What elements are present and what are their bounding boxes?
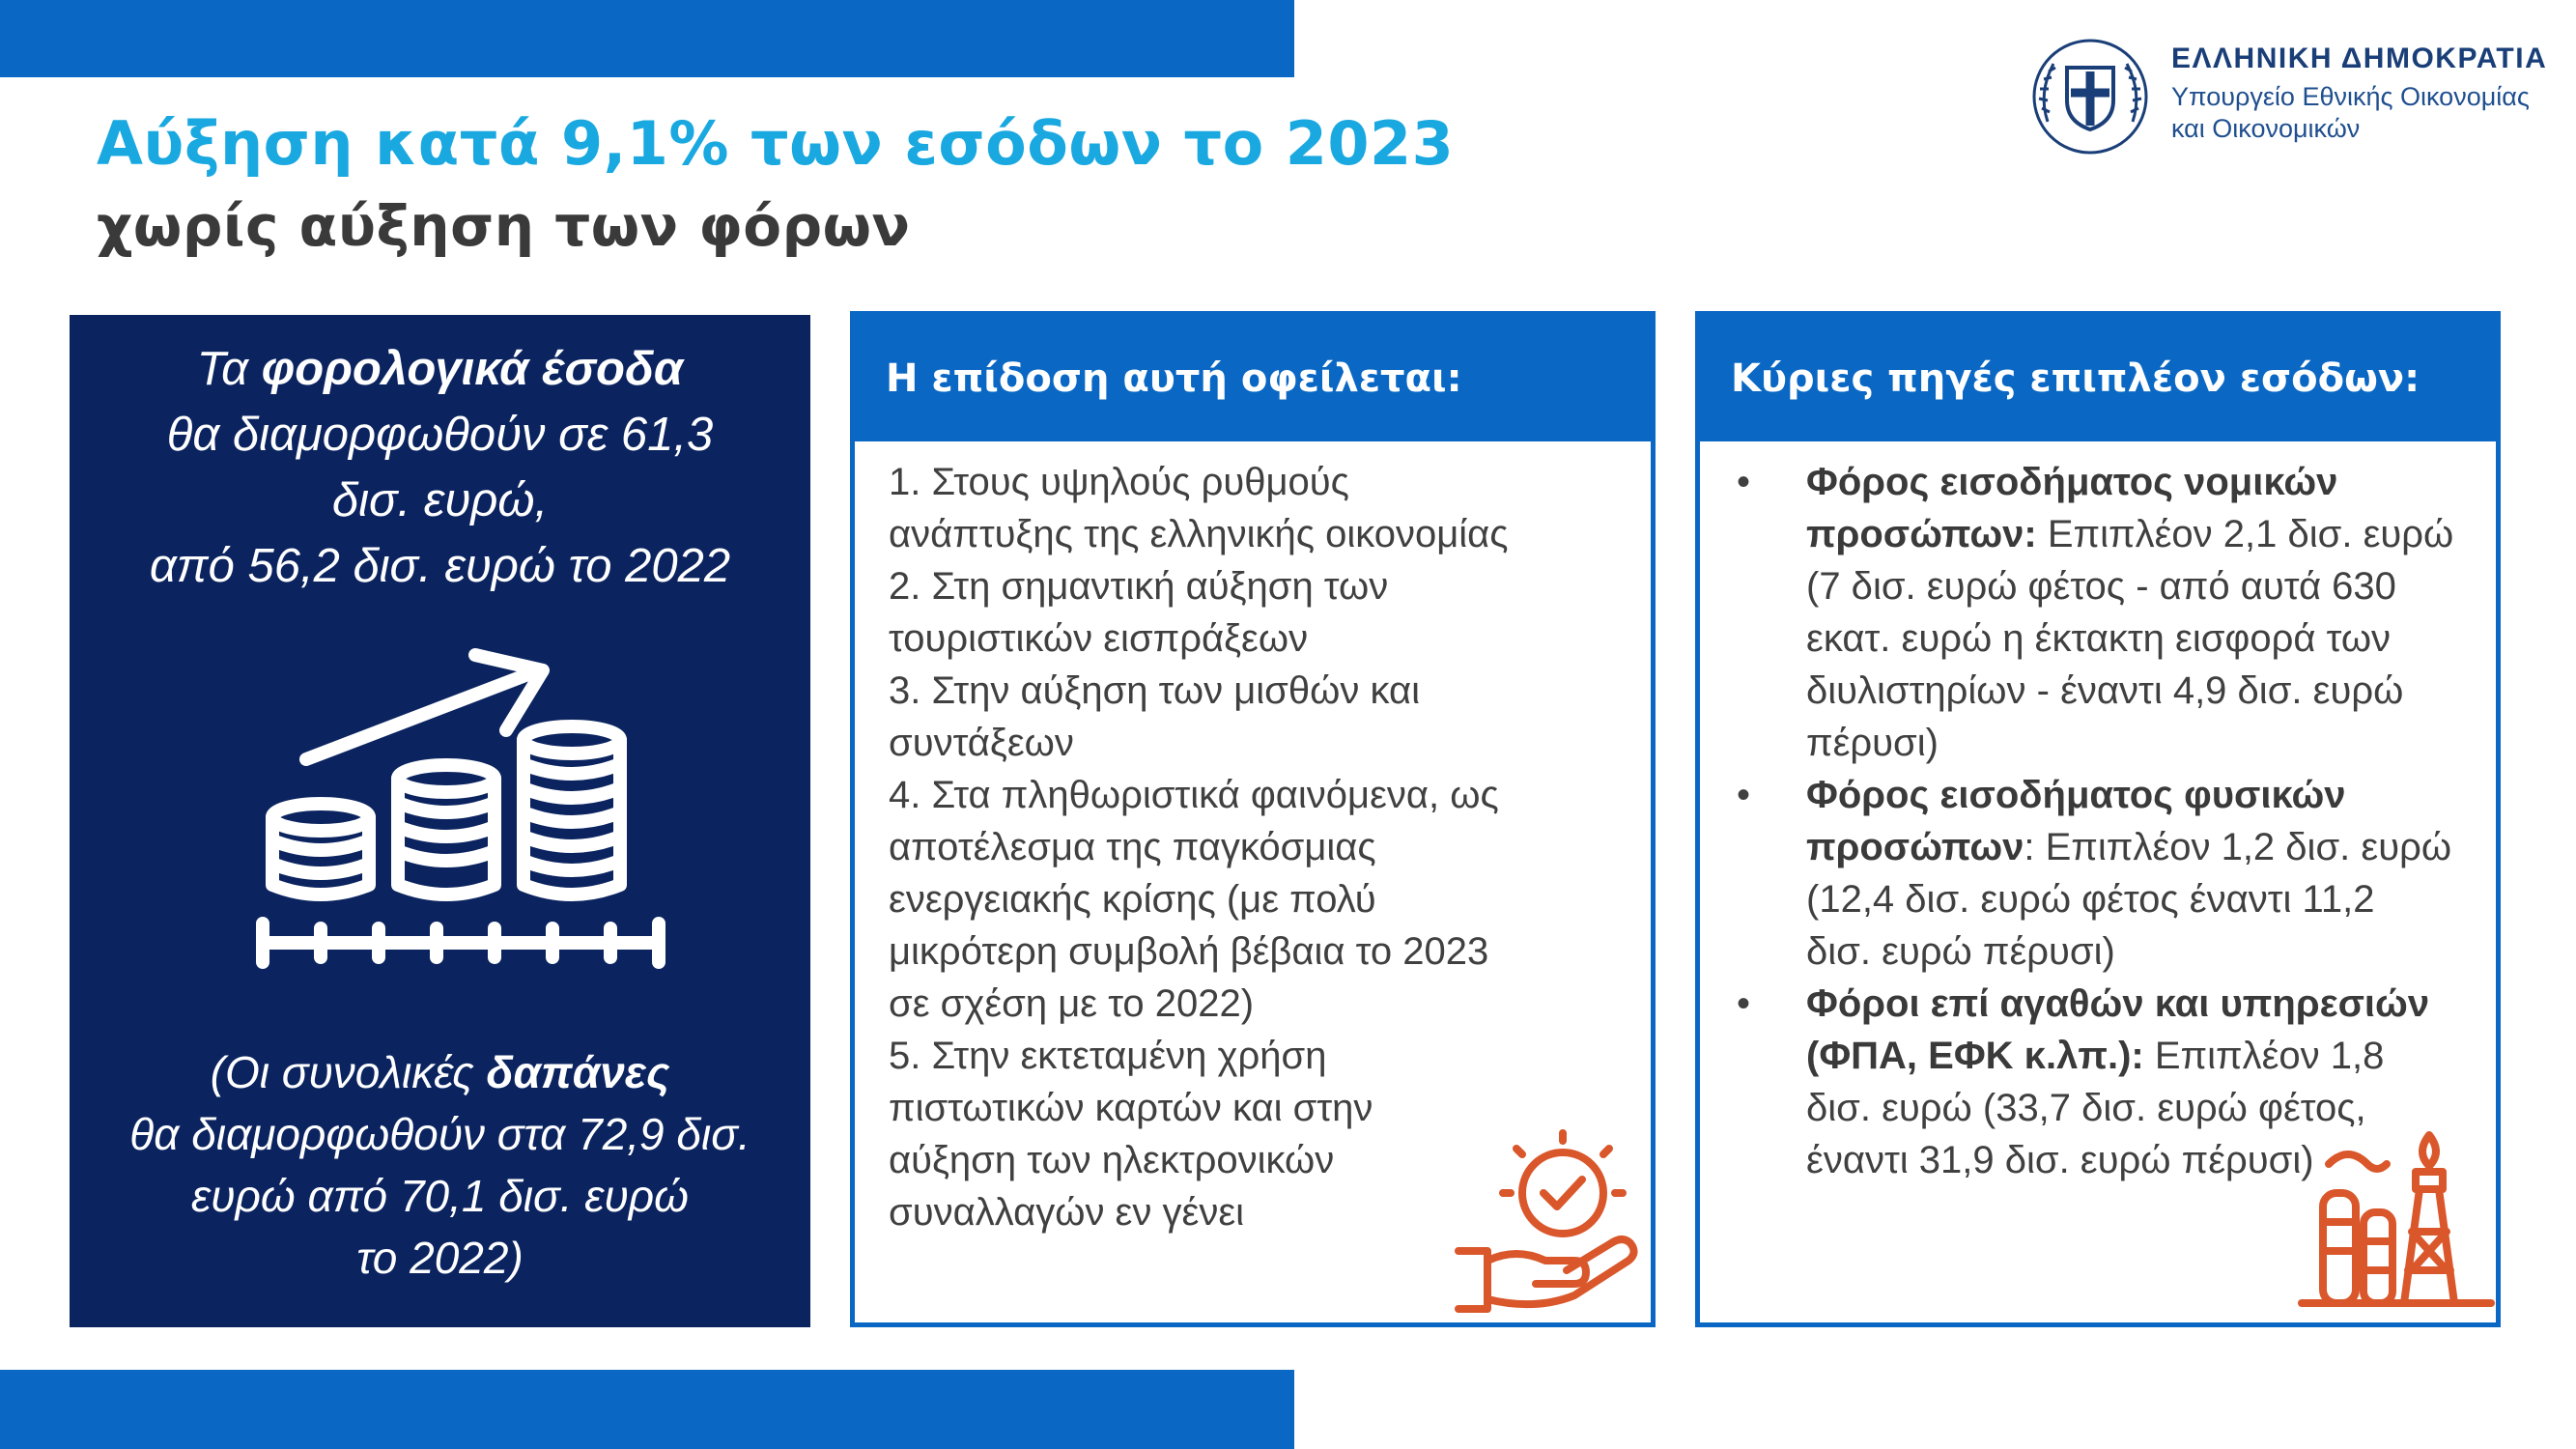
logo-sub-line1: Υπουργείο Εθνικής Οικονομίας	[2171, 82, 2530, 111]
list-item-line: 2. Στη σημαντική αύξηση των	[889, 565, 1389, 608]
tax-revenue-panel: Τα φορολογικά έσοδα θα διαμορφωθούν σε 6…	[70, 315, 810, 1327]
expenditure-bold: δαπάνες	[486, 1047, 670, 1097]
revenue-sources-list: • Φόρος εισοδήματος νομικών προσώπων: Επ…	[1729, 456, 2477, 1186]
summary-bold: φορολογικά έσοδα	[261, 343, 684, 395]
summary-line4: από 56,2 δισ. ευρώ το 2022	[149, 540, 731, 592]
list-item-line: πιστωτικών καρτών και στην	[889, 1087, 1373, 1129]
list-item-line: αποτέλεσμα της παγκόσμιας	[889, 826, 1376, 868]
list-item-line: 4. Στα πληθωριστικά φαινόμενα, ως	[889, 774, 1499, 816]
list-item-line: 1. Στους υψηλούς ρυθμούς	[889, 461, 1349, 503]
list-item-line: 3. Στην αύξηση των μισθών και	[889, 669, 1420, 712]
bullet: •	[1737, 774, 1751, 816]
expenditure-summary: (Οι συνολικές δαπάνες θα διαμορφωθούν στ…	[70, 1041, 810, 1289]
hand-checkmark-icon	[1455, 1129, 1638, 1313]
bottom-accent-bar	[0, 1370, 1294, 1449]
list-item: 5. Στην εκτεταμένη χρήση πιστωτικών καρτ…	[889, 1030, 1631, 1238]
expenditure-line3: ευρώ από 70,1 δισ. ευρώ	[191, 1171, 689, 1221]
list-item-line: συναλλαγών εν γένει	[889, 1191, 1245, 1234]
top-accent-bar	[0, 0, 1294, 77]
list-item-line: σε σχέση με το 2022)	[889, 982, 1255, 1025]
source-detail: πέρυσι)	[1806, 722, 1939, 764]
bullet: •	[1737, 461, 1751, 503]
rising-coins-icon	[256, 648, 665, 969]
source-title: προσώπων:	[1806, 513, 2037, 555]
source-detail: δισ. ευρώ πέρυσι)	[1806, 930, 2115, 973]
revenue-sources-heading: Κύριες πηγές επιπλέον εσόδων:	[1700, 316, 2496, 441]
source-detail: (12,4 δισ. ευρώ φέτος έναντι 11,2	[1806, 878, 2375, 921]
source-detail: εκατ. ευρώ η έκτακτη εισφορά των	[1806, 617, 2392, 660]
page-title: Αύξηση κατά 9,1% των εσόδων το 2023	[97, 108, 1455, 179]
source-title: Φόρος εισοδήματος φυσικών	[1806, 774, 2346, 816]
list-item: 2. Στη σημαντική αύξηση των τουριστικών …	[889, 560, 1631, 665]
expenditure-prefix: (Οι συνολικές	[210, 1047, 487, 1097]
refinery-icon	[2298, 1131, 2495, 1307]
list-item-line: τουριστικών εισπράξεων	[889, 617, 1309, 660]
bullet: •	[1737, 982, 1751, 1025]
ministry-logo: ΕΛΛΗΝΙΚΗ ΔΗΜΟΚΡΑΤΙΑ Υπουργείο Εθνικής Οι…	[2028, 35, 2560, 155]
source-detail: διυλιστηρίων - έναντι 4,9 δισ. ευρώ	[1806, 669, 2404, 712]
tax-revenue-summary: Τα φορολογικά έσοδα θα διαμορφωθούν σε 6…	[70, 336, 810, 599]
summary-line3: δισ. ευρώ,	[331, 474, 549, 526]
revenue-sources-panel: Κύριες πηγές επιπλέον εσόδων: • Φόρος ει…	[1695, 311, 2501, 1327]
summary-prefix: Τα	[196, 343, 262, 395]
summary-line2: θα διαμορφωθούν σε 61,3	[166, 409, 714, 461]
list-item-line: μικρότερη συμβολή βέβαια το 2023	[889, 930, 1489, 973]
reasons-list: 1. Στους υψηλούς ρυθμούς ανάπτυξης της ε…	[889, 456, 1631, 1238]
source-detail: : Επιπλέον 1,2 δισ. ευρώ	[2024, 826, 2452, 868]
list-item: 1. Στους υψηλούς ρυθμούς ανάπτυξης της ε…	[889, 456, 1631, 560]
logo-main-text: ΕΛΛΗΝΙΚΗ ΔΗΜΟΚΡΑΤΙΑ	[2171, 43, 2548, 74]
logo-sub-line2: και Οικονομικών	[2171, 114, 2361, 143]
list-item: 3. Στην αύξηση των μισθών και συντάξεων	[889, 665, 1631, 769]
list-item: • Φόροι επί αγαθών και υπηρεσιών (ΦΠΑ, Ε…	[1729, 978, 2477, 1186]
list-item: • Φόρος εισοδήματος φυσικών προσώπων: Επ…	[1729, 769, 2477, 978]
list-item-line: ανάπτυξης της ελληνικής οικονομίας	[889, 513, 1509, 555]
list-item-line: ενεργειακής κρίσης (με πολύ	[889, 878, 1376, 921]
source-detail: Επιπλέον 2,1 δισ. ευρώ	[2036, 513, 2454, 555]
list-item-line: αύξηση των ηλεκτρονικών	[889, 1139, 1335, 1181]
source-title: προσώπων	[1806, 826, 2024, 868]
page-subtitle: χωρίς αύξηση των φόρων	[97, 193, 911, 259]
reasons-heading: Η επίδοση αυτή οφείλεται:	[855, 316, 1651, 441]
source-title: Φόροι επί αγαθών και υπηρεσιών	[1806, 982, 2430, 1025]
list-item: • Φόρος εισοδήματος νομικών προσώπων: Επ…	[1729, 456, 2477, 769]
source-detail: έναντι 31,9 δισ. ευρώ πέρυσι)	[1806, 1139, 2314, 1181]
source-detail: δισ. ευρώ (33,7 δισ. ευρώ φέτος,	[1806, 1087, 2366, 1129]
greek-emblem-icon	[2032, 39, 2148, 155]
source-detail: (7 δισ. ευρώ φέτος - από αυτά 630	[1806, 565, 2396, 608]
list-item-line: συντάξεων	[889, 722, 1074, 764]
list-item-line: 5. Στην εκτεταμένη χρήση	[889, 1035, 1327, 1077]
list-item: 4. Στα πληθωριστικά φαινόμενα, ως αποτέλ…	[889, 769, 1631, 1030]
logo-text: ΕΛΛΗΝΙΚΗ ΔΗΜΟΚΡΑΤΙΑ Υπουργείο Εθνικής Οι…	[2171, 43, 2547, 145]
source-title: Φόρος εισοδήματος νομικών	[1806, 461, 2338, 503]
source-detail: Επιπλέον 1,8	[2143, 1035, 2385, 1077]
expenditure-line2: θα διαμορφωθούν στα 72,9 δισ.	[129, 1109, 750, 1159]
expenditure-line4: το 2022)	[356, 1233, 524, 1283]
source-title: (ΦΠΑ, ΕΦΚ κ.λπ.):	[1806, 1035, 2144, 1077]
